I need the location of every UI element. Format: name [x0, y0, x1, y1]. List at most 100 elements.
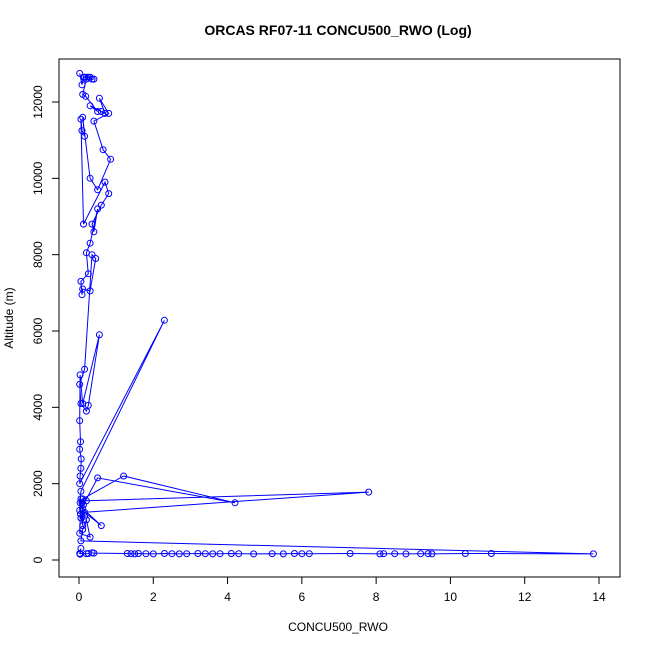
data-point [101, 109, 109, 117]
data-point [365, 488, 373, 496]
data-point [97, 201, 105, 209]
data-point [76, 371, 84, 379]
data-point [97, 108, 105, 115]
data-point [376, 550, 384, 558]
data-point [77, 277, 85, 285]
data-point [105, 190, 113, 198]
y-axis: 0 2000 4000 6000 8000 10000 12000 [31, 85, 60, 563]
x-tick-label: 12 [518, 590, 532, 604]
y-tick-label: 6000 [31, 317, 45, 344]
data-point [428, 550, 436, 558]
data-point [160, 550, 168, 557]
data-point [90, 75, 98, 83]
data-point [268, 550, 276, 558]
data-point [79, 522, 87, 530]
data-point [94, 186, 102, 194]
data-point [391, 550, 399, 558]
data-point [86, 73, 94, 81]
data-point [231, 499, 239, 507]
data-point [77, 495, 85, 503]
data-point [79, 526, 87, 533]
data-point [123, 550, 131, 557]
data-point [76, 69, 84, 77]
data-point [79, 505, 87, 512]
data-point [86, 102, 94, 110]
data-point [86, 287, 94, 295]
data-point [76, 417, 84, 425]
data-point [78, 127, 86, 135]
data-point [90, 228, 98, 236]
data-point [94, 205, 102, 213]
data-point [346, 550, 354, 557]
series-layer [76, 69, 597, 558]
data-point [175, 550, 183, 558]
data-point [95, 331, 103, 339]
data-point [97, 522, 105, 530]
data-point [142, 550, 150, 558]
data-point [90, 117, 98, 125]
data-point [305, 550, 313, 558]
x-tick-label: 4 [224, 590, 231, 604]
x-tick-label: 6 [299, 590, 306, 604]
data-point [92, 255, 100, 262]
data-point [149, 550, 157, 558]
data-point [183, 550, 191, 558]
data-point [424, 550, 432, 558]
series-line [79, 73, 594, 555]
data-point [95, 94, 103, 102]
data-point [77, 464, 85, 472]
y-tick-label: 0 [31, 556, 45, 563]
data-point [78, 81, 86, 89]
data-point [127, 550, 135, 558]
data-point [82, 516, 90, 524]
data-point [82, 75, 90, 83]
x-tick-label: 2 [150, 590, 157, 604]
x-axis-label: CONCU500_RWO [288, 620, 388, 634]
x-tick-label: 14 [592, 590, 606, 604]
data-point [227, 550, 235, 557]
data-point [94, 474, 102, 482]
data-point [250, 550, 258, 558]
data-point [80, 220, 87, 228]
data-point [77, 438, 84, 446]
data-point [77, 487, 85, 495]
data-point [235, 550, 243, 558]
data-point [201, 550, 209, 558]
data-point [82, 92, 90, 100]
data-point [589, 550, 597, 558]
data-point [76, 480, 84, 488]
y-tick-label: 4000 [31, 394, 45, 421]
data-point [88, 251, 96, 259]
data-point [298, 550, 306, 558]
data-point [168, 550, 176, 558]
data-point [279, 550, 287, 558]
data-point [77, 537, 85, 545]
x-axis: 0 2 4 6 8 10 12 14 [76, 576, 606, 604]
data-point [77, 455, 85, 463]
data-point [88, 220, 96, 228]
data-point [216, 550, 224, 558]
data-point [402, 550, 410, 558]
data-point [81, 365, 89, 373]
data-point [81, 132, 89, 140]
x-tick-label: 8 [373, 590, 380, 604]
chart-title: ORCAS RF07-11 CONCU500_RWO (Log) [204, 22, 471, 38]
data-point [79, 113, 87, 121]
data-point [86, 533, 94, 541]
y-tick-label: 12000 [31, 85, 45, 119]
data-point [86, 239, 94, 247]
x-tick-label: 10 [444, 590, 458, 604]
x-tick-label: 0 [76, 590, 83, 604]
data-point [81, 512, 89, 520]
plot-area [58, 58, 621, 578]
data-point [131, 550, 139, 558]
data-point [84, 270, 92, 278]
data-point [79, 285, 87, 293]
data-point [417, 550, 425, 558]
data-point [94, 108, 102, 115]
data-point [105, 109, 113, 117]
data-point [86, 174, 94, 182]
y-tick-label: 2000 [31, 470, 45, 497]
data-point [461, 550, 469, 557]
y-axis-label: Altitude (m) [2, 287, 16, 348]
